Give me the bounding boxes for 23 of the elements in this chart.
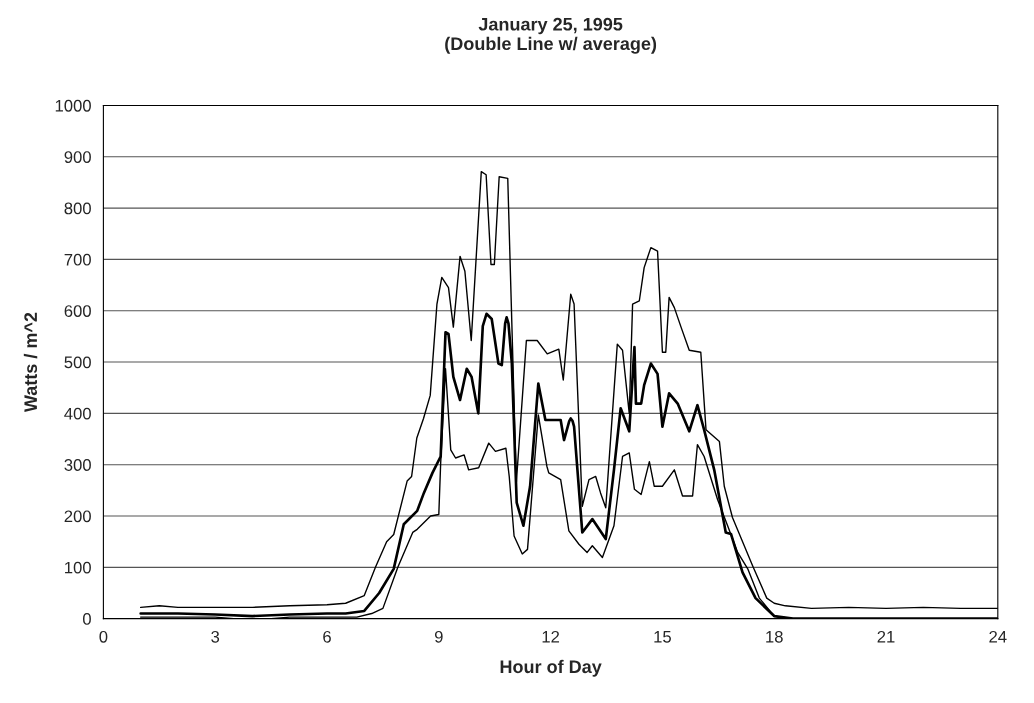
- y-tick-label: 200: [64, 510, 91, 523]
- y-tick-label: 0: [82, 613, 91, 625]
- x-tick-label: 3: [211, 630, 220, 643]
- x-tick-label: 0: [99, 630, 108, 643]
- y-tick-label: 400: [64, 407, 91, 420]
- y-tick-label: 100: [65, 561, 91, 574]
- x-tick-label: 9: [434, 630, 443, 643]
- x-tick-label: 18: [766, 630, 783, 643]
- y-tick-label: 1000: [55, 99, 91, 112]
- y-tick-label: 600: [64, 305, 91, 317]
- x-tick-label: 12: [542, 630, 560, 643]
- x-tick-label: 15: [654, 631, 671, 643]
- x-tick-label: 24: [989, 630, 1007, 643]
- chart-title: January 25, 1995 (Double Line w/ average): [445, 17, 657, 54]
- x-tick-label: 21: [877, 630, 895, 643]
- y-tick-label: 800: [64, 202, 91, 215]
- y-tick-label: 900: [64, 151, 91, 163]
- x-tick-label: 6: [323, 630, 331, 643]
- y-axis-title: Watts / m^2: [23, 312, 38, 413]
- y-tick-label: 300: [64, 459, 91, 471]
- y-tick-label: 700: [64, 253, 91, 266]
- x-axis-title: Hour of Day: [500, 659, 602, 677]
- y-tick-label: 500: [64, 356, 91, 369]
